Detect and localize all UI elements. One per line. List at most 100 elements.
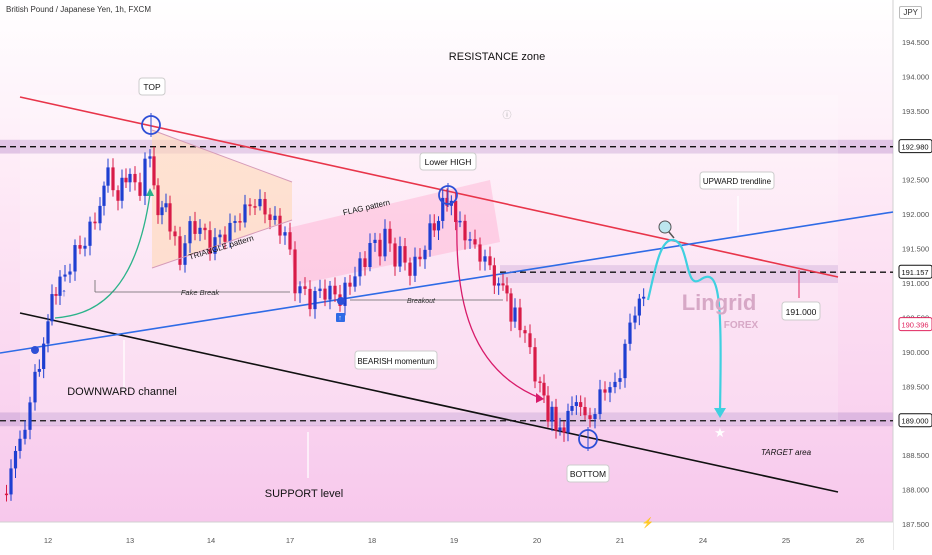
candle-body bbox=[538, 381, 542, 383]
info-icon: ⓘ bbox=[502, 110, 511, 120]
candle-body bbox=[588, 415, 592, 420]
candle-body bbox=[492, 265, 496, 286]
candle-body bbox=[143, 158, 147, 196]
candle-body bbox=[106, 167, 110, 186]
y-tick-label: 189.500 bbox=[902, 382, 929, 391]
candle-body bbox=[183, 243, 187, 265]
candle-body bbox=[50, 294, 54, 322]
candle-body bbox=[403, 246, 407, 263]
x-tick-label: 26 bbox=[856, 536, 864, 545]
signal-up-arrow: ↑ bbox=[338, 315, 342, 322]
candle-body bbox=[298, 286, 302, 294]
y-tick-label: 191.500 bbox=[902, 245, 929, 254]
candle-body bbox=[102, 185, 106, 206]
candle-body bbox=[454, 200, 458, 223]
candle-body bbox=[388, 228, 392, 244]
candle-body bbox=[523, 330, 527, 334]
candle-body bbox=[533, 347, 537, 382]
bottom-box bbox=[566, 464, 610, 483]
candle-body bbox=[518, 307, 522, 331]
signal-up-icon bbox=[336, 313, 345, 322]
upward-trend-line bbox=[0, 211, 894, 354]
x-tick-label: 19 bbox=[450, 536, 458, 545]
projection-path bbox=[646, 238, 722, 411]
candle-body bbox=[46, 321, 50, 344]
candle-body bbox=[318, 288, 322, 292]
target-price-label: 191.000 bbox=[786, 307, 817, 317]
candle-body bbox=[93, 221, 97, 224]
candle-body bbox=[58, 276, 62, 296]
candle-body bbox=[554, 406, 558, 431]
candle-body bbox=[218, 234, 222, 238]
candle-body bbox=[623, 343, 627, 379]
resistance-trend-line bbox=[19, 96, 839, 278]
candle-body bbox=[566, 410, 570, 433]
candle-body bbox=[223, 234, 227, 242]
candle-body bbox=[18, 438, 22, 451]
downward-channel-line bbox=[19, 312, 839, 493]
upward-trendline-box bbox=[699, 171, 775, 190]
candle-body bbox=[583, 406, 587, 416]
time-axis-panel bbox=[0, 522, 893, 550]
candle-body bbox=[598, 389, 602, 415]
currency-badge[interactable]: JPY bbox=[899, 6, 922, 19]
lower-high-box bbox=[419, 152, 477, 171]
mid-zone-band bbox=[500, 265, 838, 283]
candle-body bbox=[562, 427, 566, 433]
y-tick-label: 187.500 bbox=[902, 520, 929, 529]
candle-body bbox=[124, 177, 128, 183]
candle-body bbox=[445, 197, 449, 206]
candle-body bbox=[168, 203, 172, 232]
y-tick-label: 188.000 bbox=[902, 486, 929, 495]
candle-body bbox=[148, 156, 152, 159]
watermark-sub: FOREX bbox=[724, 320, 759, 331]
x-tick-label: 12 bbox=[44, 536, 52, 545]
candle-body bbox=[288, 232, 292, 250]
candle-body bbox=[613, 381, 617, 388]
y-tick-label: 194.500 bbox=[902, 38, 929, 47]
target-price-box bbox=[781, 301, 821, 321]
y-tick-label: 194.000 bbox=[902, 72, 929, 81]
candle-body bbox=[550, 406, 554, 422]
candle-body bbox=[88, 221, 92, 246]
price-label-box bbox=[898, 139, 932, 154]
candle-body bbox=[111, 167, 115, 191]
bearish-arrow-head bbox=[536, 393, 544, 403]
candle-body bbox=[28, 402, 32, 430]
candle-body bbox=[68, 271, 72, 275]
candle-body bbox=[333, 285, 337, 295]
candle-body bbox=[579, 402, 583, 407]
downward-channel-label: DOWNWARD channel bbox=[67, 386, 177, 398]
candle-body bbox=[608, 387, 612, 393]
top-label-box bbox=[138, 77, 166, 96]
candle-body bbox=[33, 371, 37, 403]
watermark-brand: Lingrid bbox=[682, 290, 757, 315]
y-tick-label: 193.500 bbox=[902, 107, 929, 116]
support-zone-band bbox=[0, 412, 893, 427]
candle-body bbox=[483, 256, 487, 262]
y-tick-label: 192.500 bbox=[902, 176, 929, 185]
candle-body bbox=[13, 450, 18, 469]
candle-body bbox=[501, 283, 505, 286]
candle-body bbox=[73, 245, 77, 272]
resistance-zone-band bbox=[0, 139, 893, 154]
candle-body bbox=[4, 493, 9, 496]
candle-body bbox=[478, 244, 482, 262]
target-star-icon: ★ bbox=[714, 425, 726, 440]
target-area-label: TARGET area bbox=[761, 448, 812, 457]
resistance-zone-label: RESISTANCE zone bbox=[449, 51, 545, 63]
price-label-box bbox=[898, 413, 932, 428]
candle-body bbox=[278, 215, 282, 236]
candle-body bbox=[368, 243, 372, 268]
candle-body bbox=[458, 220, 462, 223]
candle-body bbox=[574, 402, 578, 407]
candle-body bbox=[546, 395, 550, 422]
trend-dot-left bbox=[31, 346, 39, 354]
candle-body bbox=[558, 427, 562, 431]
candle-body bbox=[283, 232, 287, 236]
x-tick-label: 20 bbox=[533, 536, 541, 545]
candle-body bbox=[128, 173, 132, 183]
candle-body bbox=[637, 298, 641, 316]
candle-body bbox=[413, 256, 417, 276]
